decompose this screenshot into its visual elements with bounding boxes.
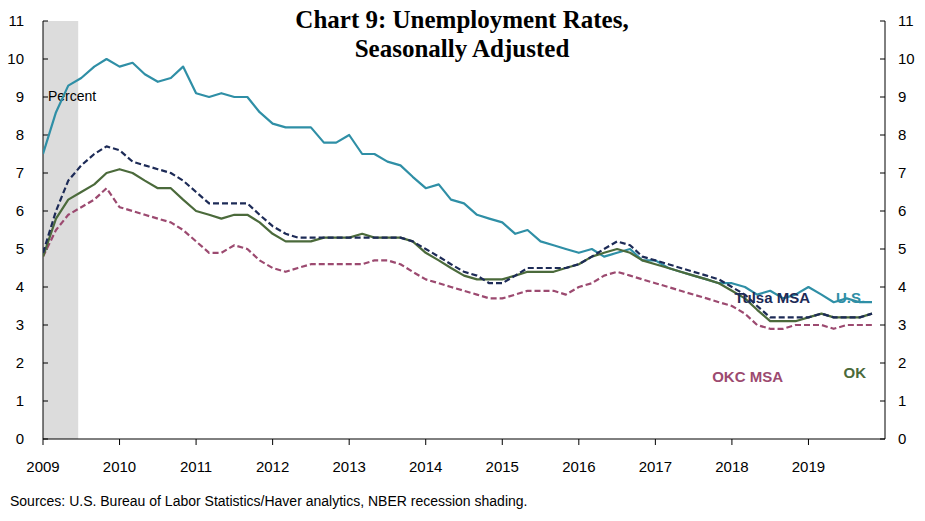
x-tick <box>731 439 732 445</box>
x-tick <box>578 439 579 445</box>
x-tick-label: 2013 <box>332 458 365 475</box>
x-tick <box>655 439 656 445</box>
y2-tick-label: 8 <box>898 126 906 143</box>
x-tick-label: 2017 <box>639 458 672 475</box>
title: Chart 9: Unemployment Rates, <box>295 6 628 33</box>
series-label: Tulsa MSA <box>734 289 810 306</box>
y2-tick-label: 0 <box>898 430 906 447</box>
y-tick <box>43 287 48 288</box>
y-tick <box>43 439 48 440</box>
y-tick-label: 7 <box>16 164 24 181</box>
x-tick-label: 2016 <box>562 458 595 475</box>
x-tick-label: 2015 <box>486 458 519 475</box>
source-note: Sources: U.S. Bureau of Labor Statistics… <box>10 493 527 509</box>
y-tick <box>43 173 48 174</box>
y2-tick <box>880 211 885 212</box>
series-line <box>43 146 872 317</box>
y-tick <box>43 401 48 402</box>
y2-tick <box>880 135 885 136</box>
x-axis-line <box>43 439 885 440</box>
y2-tick-label: 10 <box>898 50 915 67</box>
y-axis-label: Percent <box>48 88 96 104</box>
x-tick-label: 2012 <box>256 458 289 475</box>
y-tick-label: 0 <box>16 430 24 447</box>
y2-tick-label: 5 <box>898 240 906 257</box>
y-tick-label: 4 <box>16 278 24 295</box>
x-tick-label: 2010 <box>103 458 136 475</box>
y2-tick-label: 11 <box>898 12 914 29</box>
x-tick-label: 2019 <box>792 458 825 475</box>
y2-tick <box>880 59 885 60</box>
y-tick <box>43 325 48 326</box>
y-tick-label: 9 <box>16 88 24 105</box>
x-tick-label: 2014 <box>409 458 442 475</box>
y2-tick <box>880 439 885 440</box>
series-label: OKC MSA <box>712 368 783 385</box>
y2-tick <box>880 97 885 98</box>
y-tick-label: 11 <box>8 12 24 29</box>
y2-tick-label: 7 <box>898 164 906 181</box>
x-tick <box>119 439 120 445</box>
y2-tick <box>880 21 885 22</box>
x-tick <box>502 439 503 445</box>
y2-tick <box>880 249 885 250</box>
y-tick-label: 2 <box>16 354 24 371</box>
y-tick <box>43 59 48 60</box>
x-tick <box>808 439 809 445</box>
x-tick-label: 2011 <box>180 458 212 475</box>
y-tick-label: 1 <box>16 392 24 409</box>
y-tick-label: 10 <box>7 50 24 67</box>
y2-tick-label: 9 <box>898 88 906 105</box>
y-tick <box>43 211 48 212</box>
x-tick-label: 2018 <box>715 458 748 475</box>
y2-tick <box>880 325 885 326</box>
y2-tick-label: 1 <box>898 392 906 409</box>
series-line <box>43 59 872 302</box>
y-tick <box>43 135 48 136</box>
y-tick-label: 5 <box>16 240 24 257</box>
series-label: U.S. <box>836 289 865 306</box>
y2-tick <box>880 401 885 402</box>
y-axis-line <box>43 21 44 439</box>
x-tick <box>272 439 273 445</box>
y2-tick <box>880 173 885 174</box>
x-tick <box>43 439 44 445</box>
y2-tick <box>880 363 885 364</box>
y-tick-label: 3 <box>16 316 24 333</box>
lines-group <box>43 59 872 329</box>
y2-tick-label: 2 <box>898 354 906 371</box>
y2-tick <box>880 287 885 288</box>
y2-tick-label: 6 <box>898 202 906 219</box>
y2-tick-label: 3 <box>898 316 906 333</box>
x-tick <box>349 439 350 445</box>
x-tick-label: 2009 <box>26 458 59 475</box>
y-tick <box>43 21 48 22</box>
y2-axis-line <box>885 21 886 439</box>
y-tick <box>43 97 48 98</box>
series-line <box>43 188 872 329</box>
chart: Chart 9: Unemployment Rates,Seasonally A… <box>0 0 925 521</box>
y2-tick-label: 4 <box>898 278 906 295</box>
x-tick <box>425 439 426 445</box>
title: Seasonally Adjusted <box>355 35 570 62</box>
y-tick-label: 6 <box>16 202 24 219</box>
y-tick-label: 8 <box>16 126 24 143</box>
series-line <box>43 169 872 321</box>
series-label: OK <box>844 364 867 381</box>
x-tick <box>196 439 197 445</box>
y-tick <box>43 363 48 364</box>
